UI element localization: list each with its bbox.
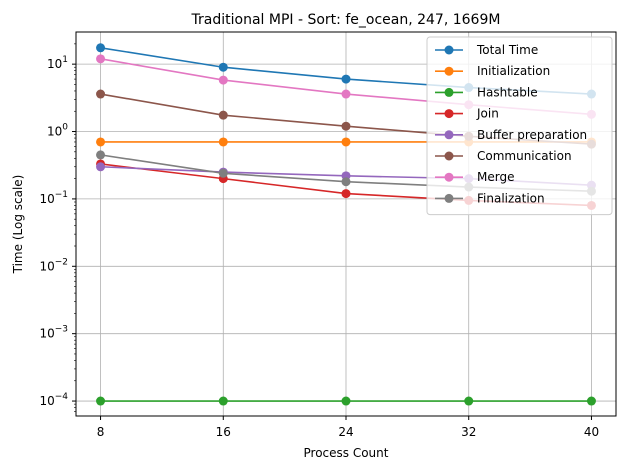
x-axis: 8 16 24 32 40 (97, 416, 599, 439)
legend-label: Communication (477, 149, 572, 163)
data-point-communication (96, 89, 106, 99)
data-point-initialization (96, 137, 106, 147)
x-tick-label: 16 (216, 425, 231, 439)
legend-marker (444, 87, 454, 97)
x-tick-label: 32 (461, 425, 476, 439)
data-point-communication (218, 110, 228, 120)
legend-label: Initialization (477, 64, 550, 78)
legend-marker (444, 45, 454, 55)
legend-item-join: Join (435, 107, 499, 121)
legend-label: Join (476, 107, 499, 121)
data-point-total-time (218, 62, 228, 72)
legend-marker (444, 151, 454, 161)
y-tick-label: 10−4 (39, 392, 68, 408)
legend-label: Total Time (476, 43, 538, 57)
data-point-merge (218, 75, 228, 85)
y-tick-label: 100 (47, 123, 68, 139)
legend-label: Merge (477, 170, 514, 184)
legend-item-initialization: Initialization (435, 64, 550, 78)
y-axis-label: Time (Log scale) (11, 175, 25, 275)
y-tick-label: 10−1 (39, 190, 68, 206)
x-axis-label: Process Count (304, 446, 389, 460)
data-point-hashtable (96, 396, 106, 406)
legend-marker (444, 66, 454, 76)
data-point-merge (341, 89, 351, 99)
y-tick-label: 10−3 (39, 325, 68, 341)
x-tick-label: 40 (584, 425, 599, 439)
data-point-initialization (218, 137, 228, 147)
data-point-hashtable (341, 396, 351, 406)
y-tick-label: 101 (47, 55, 68, 71)
data-point-buffer-preparation (96, 162, 106, 172)
data-point-finalization (218, 168, 228, 178)
legend-box (426, 36, 613, 216)
data-point-total-time (341, 74, 351, 84)
legend-marker (444, 109, 454, 119)
x-tick-label: 8 (97, 425, 105, 439)
chart-title: Traditional MPI - Sort: fe_ocean, 247, 1… (191, 12, 501, 28)
y-tick-label: 10−2 (39, 257, 68, 273)
legend-marker (444, 130, 454, 140)
data-point-initialization (341, 137, 351, 147)
legend-item-total-time: Total Time (435, 43, 538, 57)
legend-label: Hashtable (477, 85, 538, 99)
data-point-finalization (96, 150, 106, 160)
data-point-finalization (341, 177, 351, 187)
series-hashtable (96, 396, 596, 406)
legend-item-hashtable: Hashtable (435, 85, 538, 99)
legend-label: Finalization (477, 191, 545, 205)
legend-item-communication: Communication (435, 149, 572, 163)
legend: Total Time Initialization Hashtable Join Buf… (426, 36, 613, 216)
data-point-join (341, 189, 351, 199)
data-point-hashtable (586, 396, 596, 406)
legend-item-buffer-preparation: Buffer preparation (435, 128, 587, 142)
data-point-communication (341, 121, 351, 131)
data-point-merge (96, 54, 106, 64)
legend-label: Buffer preparation (477, 128, 587, 142)
y-axis: 10−4 10−3 10−2 10−1 100 101 (39, 43, 76, 412)
data-point-total-time (96, 43, 106, 53)
x-tick-label: 24 (338, 425, 353, 439)
legend-item-merge: Merge (435, 170, 514, 184)
data-point-hashtable (464, 396, 474, 406)
data-point-hashtable (218, 396, 228, 406)
legend-item-finalization: Finalization (435, 191, 545, 205)
legend-marker (444, 193, 454, 203)
legend-marker (444, 172, 454, 182)
